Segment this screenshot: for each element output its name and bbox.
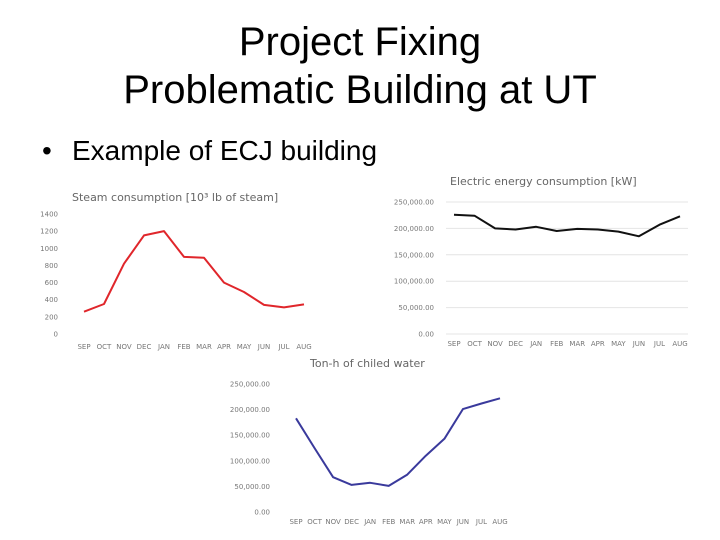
x-tick-label: JUL [475, 518, 487, 526]
chart-title: Ton-h of chiled water [309, 357, 425, 370]
x-tick-label: NOV [116, 343, 132, 351]
chilled-water-chart: Ton-h of chiled water 0.00 50,000.00 100,0… [230, 357, 508, 526]
chart-title: Steam consumption [10³ lb of steam] [72, 191, 278, 204]
x-tick-label: JUL [653, 340, 665, 348]
x-tick-label: SEP [289, 518, 302, 526]
slide-title: Project Fixing Problematic Building at U… [0, 18, 720, 114]
y-tick-label: 150,000.00 [230, 432, 270, 440]
x-tick-label: FEB [177, 343, 190, 351]
x-tick-label: AUG [296, 343, 311, 351]
x-tick-label: MAR [399, 518, 415, 526]
chart-title: Electric energy consumption [kW] [450, 175, 637, 188]
x-tick-label: MAY [237, 343, 252, 351]
x-tick-label: APR [591, 340, 605, 348]
y-tick-label: 0.00 [418, 331, 434, 339]
x-tick-label: JUN [456, 518, 469, 526]
steam-consumption-chart: Steam consumption [10³ lb of steam] 0 200… [40, 191, 312, 351]
x-tick-label: DEC [137, 343, 152, 351]
y-tick-label: 100,000.00 [394, 278, 434, 286]
y-tick-label: 150,000.00 [394, 251, 434, 259]
series-line [295, 397, 501, 487]
x-tick-label: OCT [307, 518, 322, 526]
y-tick-label: 0.00 [254, 509, 270, 517]
x-tick-label: SEP [77, 343, 90, 351]
x-tick-label: JUN [632, 340, 645, 348]
x-tick-label: JUN [257, 343, 270, 351]
x-tick-label: JAN [363, 518, 376, 526]
x-tick-label: APR [419, 518, 433, 526]
x-tick-label: JAN [529, 340, 542, 348]
x-tick-label: FEB [382, 518, 395, 526]
title-line-2: Problematic Building at UT [123, 68, 597, 112]
x-tick-label: APR [217, 343, 231, 351]
x-tick-label: JUL [277, 343, 289, 351]
y-tick-label: 0 [54, 331, 58, 339]
x-tick-label: MAY [437, 518, 452, 526]
series-line [83, 230, 305, 313]
electric-energy-chart: Electric energy consumption [kW] 0.00 50,… [394, 175, 688, 348]
x-tick-label: MAR [196, 343, 212, 351]
bullet-item: • Example of ECJ building [42, 133, 377, 169]
y-tick-label: 250,000.00 [394, 199, 434, 207]
x-tick-label: NOV [325, 518, 341, 526]
y-tick-label: 400 [45, 296, 58, 304]
x-tick-label: AUG [672, 340, 687, 348]
x-tick-label: AUG [492, 518, 507, 526]
y-tick-label: 1000 [40, 245, 58, 253]
y-tick-label: 250,000.00 [230, 381, 270, 389]
y-tick-label: 50,000.00 [234, 483, 270, 491]
x-tick-label: JAN [157, 343, 170, 351]
x-tick-label: OCT [467, 340, 482, 348]
x-tick-label: NOV [487, 340, 503, 348]
y-tick-label: 800 [45, 262, 58, 270]
series-line [453, 213, 681, 238]
x-tick-label: SEP [447, 340, 460, 348]
y-tick-label: 1200 [40, 228, 58, 236]
y-tick-label: 200,000.00 [394, 225, 434, 233]
y-tick-label: 100,000.00 [230, 457, 270, 465]
x-tick-label: DEC [344, 518, 359, 526]
x-tick-label: MAY [611, 340, 626, 348]
title-line-1: Project Fixing [238, 20, 482, 64]
y-tick-label: 1400 [40, 211, 58, 219]
y-tick-label: 200 [45, 313, 58, 321]
y-tick-label: 50,000.00 [398, 304, 434, 312]
x-tick-label: DEC [508, 340, 523, 348]
x-tick-label: MAR [569, 340, 585, 348]
x-tick-label: FEB [550, 340, 563, 348]
y-tick-label: 600 [45, 279, 58, 287]
y-tick-label: 200,000.00 [230, 406, 270, 414]
bullet-text: Example of ECJ building [72, 135, 378, 166]
x-tick-label: OCT [97, 343, 112, 351]
bullet-marker: • [42, 135, 52, 166]
